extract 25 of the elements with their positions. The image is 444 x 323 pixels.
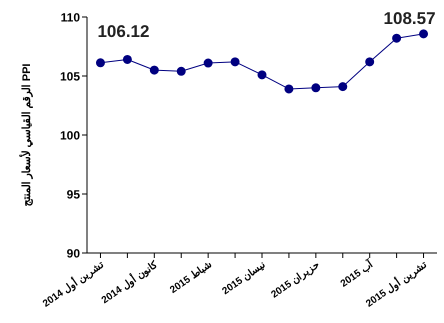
x-tick-label: شباط 2015	[168, 259, 214, 296]
point	[230, 57, 240, 66]
x-tick-label: آب 2015	[338, 257, 376, 290]
point	[204, 58, 213, 68]
y-tick-label: 90	[66, 246, 80, 260]
y-tick-label: 105	[60, 69, 80, 84]
point	[365, 57, 374, 66]
point	[284, 84, 294, 94]
point	[419, 29, 428, 38]
y-tick-label: 95	[66, 187, 80, 202]
point	[392, 34, 402, 43]
y-axis-title: الرقم القياسي لأسعار المنتج PPI	[18, 64, 34, 206]
data-label: 106.12	[97, 22, 150, 41]
point	[122, 54, 132, 64]
y-tick-label: 100	[60, 128, 80, 142]
point	[258, 70, 266, 80]
y-tick-label: 110	[60, 10, 80, 24]
x-tick-label: حزيران 2015	[269, 259, 322, 301]
x-tick-label: نيسان 2015	[220, 259, 268, 298]
point	[311, 83, 320, 92]
point	[96, 58, 105, 68]
point	[150, 66, 159, 75]
point	[176, 66, 186, 76]
data-label: 108.57	[384, 8, 436, 28]
point	[338, 82, 348, 92]
